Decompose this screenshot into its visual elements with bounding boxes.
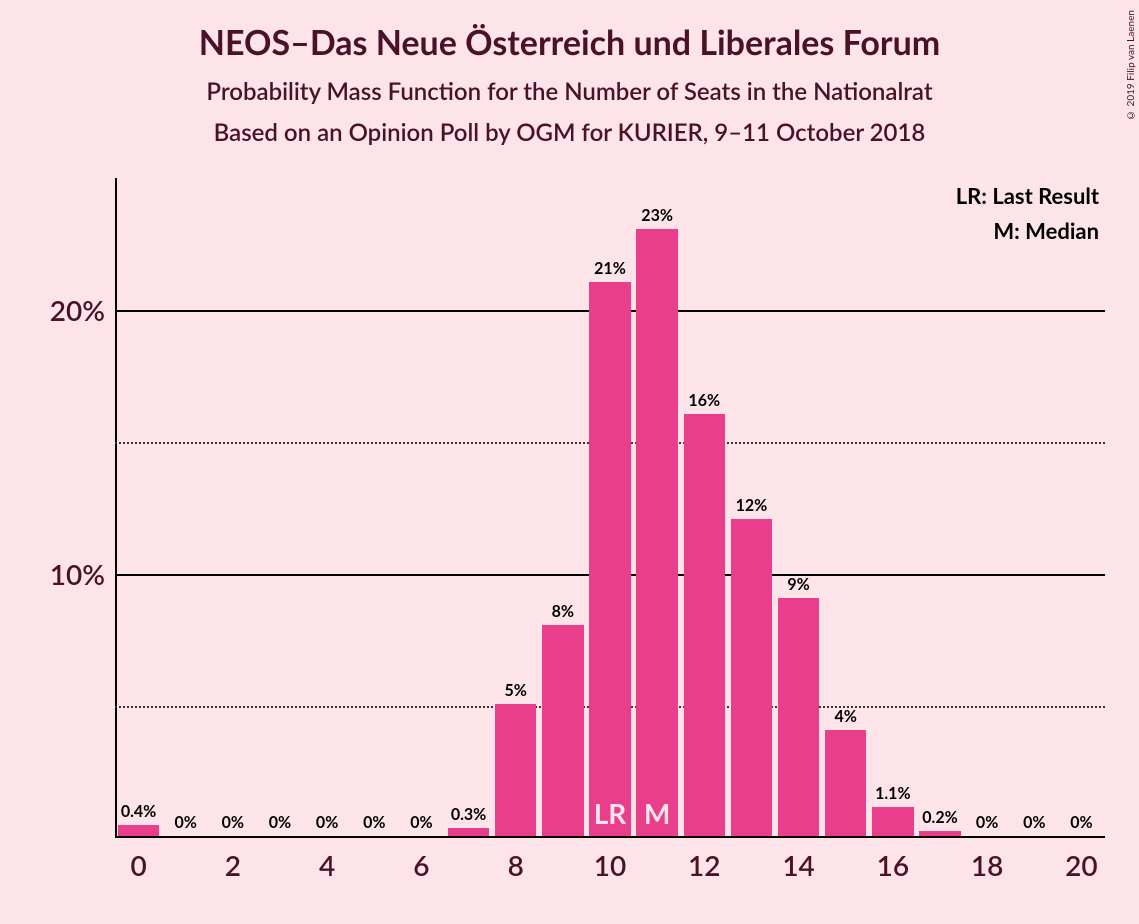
bar-value-label: 5% [505, 681, 527, 700]
bar: 0.4% [118, 825, 159, 836]
bar: 4% [825, 730, 866, 836]
bar-value-label: 12% [736, 496, 768, 515]
bar: 16% [684, 414, 725, 836]
chart-title: NEOS–Das Neue Österreich und Liberales F… [0, 0, 1139, 63]
bar-value-label: 0% [316, 813, 338, 832]
chart-subtitle-1: Probability Mass Function for the Number… [0, 77, 1139, 106]
x-tick-label: 16 [877, 848, 909, 882]
bar-value-label: 0% [222, 813, 244, 832]
bar-value-label: 0.2% [922, 808, 957, 827]
bar-value-label: 21% [594, 259, 626, 278]
bar-value-label: 0% [976, 813, 998, 832]
bar-value-label: 0.3% [451, 805, 486, 824]
y-axis [115, 178, 117, 838]
x-tick-label: 14 [782, 848, 814, 882]
bar-value-label: 0.4% [121, 802, 156, 821]
bar: 5% [495, 704, 536, 836]
bar-value-label: 0% [1070, 813, 1092, 832]
bar-value-label: 9% [787, 575, 809, 594]
x-tick-label: 0 [130, 848, 146, 882]
x-tick-label: 12 [688, 848, 720, 882]
bar-inner-label: M [644, 796, 670, 830]
bar: 8% [542, 625, 583, 836]
bar-value-label: 0% [410, 813, 432, 832]
x-axis [115, 836, 1105, 838]
x-tick-label: 18 [971, 848, 1003, 882]
bar-value-label: 0% [363, 813, 385, 832]
y-tick-label: 20% [50, 293, 105, 327]
pmf-bar-chart: 10%20%0.4%0%0%0%0%0%0%0.3%5%8%21%LR23%M1… [115, 178, 1105, 838]
chart-subtitle-2: Based on an Opinion Poll by OGM for KURI… [0, 118, 1139, 147]
bar: 0.3% [448, 828, 489, 836]
x-tick-label: 20 [1065, 848, 1097, 882]
bar-value-label: 0% [175, 813, 197, 832]
bar-value-label: 4% [835, 707, 857, 726]
bar-value-label: 0% [269, 813, 291, 832]
bar-value-label: 1.1% [875, 784, 910, 803]
x-tick-label: 4 [319, 848, 335, 882]
copyright: © 2019 Filip van Laenen [1125, 10, 1137, 121]
bar-value-label: 0% [1023, 813, 1045, 832]
y-tick-label: 10% [50, 557, 105, 591]
bar: 1.1% [872, 807, 913, 836]
bar-inner-label: LR [594, 796, 627, 830]
bar-value-label: 23% [641, 206, 673, 225]
bar: 9% [778, 598, 819, 836]
x-tick-label: 2 [225, 848, 241, 882]
x-tick-label: 6 [413, 848, 429, 882]
bar-value-label: 8% [552, 602, 574, 621]
bar: 21%LR [589, 282, 630, 836]
bar-value-label: 16% [688, 391, 720, 410]
bar: 23%M [636, 229, 677, 836]
x-tick-label: 10 [594, 848, 626, 882]
bar: 0.2% [919, 831, 960, 836]
x-tick-label: 8 [508, 848, 524, 882]
bar: 12% [731, 519, 772, 836]
